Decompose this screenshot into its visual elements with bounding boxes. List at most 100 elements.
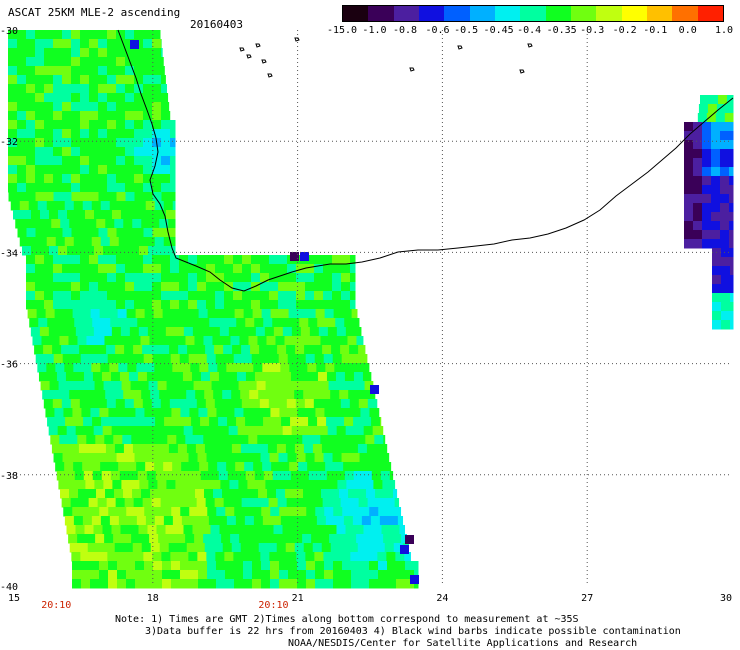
swath-cell	[312, 390, 322, 400]
swath-cell	[8, 120, 18, 130]
note-line-3: NOAA/NESDIS/Center for Satellite Applica…	[288, 638, 638, 649]
swath-cell	[720, 230, 730, 240]
swath-cell	[133, 399, 144, 409]
swath-cell	[126, 408, 136, 418]
swath-cell	[91, 462, 101, 472]
swath-cell	[205, 498, 216, 508]
swath-cell	[242, 273, 252, 283]
swath-cell	[204, 543, 215, 553]
swath-cell	[326, 417, 336, 427]
swath-cell	[711, 158, 721, 168]
swath-cell	[161, 552, 171, 562]
swath-cell	[44, 156, 54, 166]
swath-cell	[376, 498, 387, 508]
swath-cell	[146, 417, 156, 427]
swath-cell	[246, 327, 257, 337]
swath-cell	[225, 579, 235, 589]
swath-cell	[8, 129, 18, 139]
swath-cell	[366, 390, 376, 400]
swath-cell	[215, 552, 225, 562]
swath-cell	[280, 363, 290, 373]
swath-cell	[44, 174, 54, 184]
swath-cell	[131, 336, 141, 346]
swath-cell	[177, 543, 188, 553]
swath-cell	[241, 345, 251, 355]
swath-cell	[361, 462, 371, 472]
swath-cell	[170, 552, 180, 562]
swath-cell	[98, 66, 108, 76]
swath-cell	[112, 246, 122, 256]
swath-cell	[183, 525, 193, 535]
island-outline	[267, 73, 273, 78]
swath-cell	[152, 48, 162, 58]
swath-cell	[272, 417, 282, 427]
swath-cell	[99, 309, 110, 319]
swath-cell	[712, 302, 722, 312]
swath-cell	[179, 264, 189, 274]
swath-cell	[335, 471, 346, 481]
swath-cell	[152, 183, 162, 193]
swath-cell	[212, 336, 222, 346]
swath-cell	[35, 39, 45, 49]
swath-cell	[236, 471, 247, 481]
swath-cell	[299, 318, 309, 328]
swath-cell	[69, 444, 80, 454]
swath-cell	[142, 345, 152, 355]
swath-cell	[315, 408, 325, 418]
swath-cell	[44, 291, 54, 301]
swath-cell	[44, 192, 54, 202]
swath-cell	[135, 561, 145, 571]
swath-cell	[107, 264, 117, 274]
swath-cell	[216, 507, 226, 517]
swath-cell	[354, 525, 364, 535]
swath-cell	[94, 480, 104, 490]
swath-cell	[98, 111, 108, 121]
swath-cell	[156, 327, 167, 337]
swath-cell	[132, 444, 143, 454]
swath-cell	[191, 471, 202, 481]
swath-cell	[8, 111, 18, 121]
swath-cell	[71, 552, 81, 562]
swath-cell	[195, 489, 205, 499]
swath-cell	[170, 273, 180, 283]
swath-cell	[268, 345, 278, 355]
swath-cell	[175, 480, 185, 490]
swath-cell	[270, 579, 280, 589]
swath-cell	[192, 525, 202, 535]
swath-cell	[316, 462, 326, 472]
swath-cell	[269, 264, 279, 274]
swath-cell	[224, 291, 234, 301]
swath-cell	[138, 426, 149, 436]
swath-cell	[375, 489, 385, 499]
swath-cell	[375, 543, 386, 553]
swath-cell	[62, 354, 73, 364]
swath-cell	[711, 176, 721, 186]
swath-cell	[186, 489, 196, 499]
swath-cell	[216, 408, 226, 418]
swath-cell	[311, 534, 321, 544]
swath-cell	[351, 408, 361, 418]
swath-cell	[27, 309, 38, 319]
swath-cell	[117, 408, 127, 418]
swath-cell	[151, 345, 161, 355]
swath-cell	[90, 561, 100, 571]
swath-cell	[116, 39, 126, 49]
swath-cell	[306, 561, 316, 571]
colorbar-label: -0.5	[454, 25, 479, 36]
swath-cell	[334, 462, 344, 472]
swath-cell	[29, 318, 39, 328]
swath-cell	[285, 390, 295, 400]
swath-cell	[118, 516, 129, 526]
swath-cell	[98, 93, 108, 103]
swath-cell	[125, 300, 135, 310]
island-outline	[261, 59, 267, 64]
swath-cell	[363, 426, 374, 436]
swath-cell	[346, 381, 357, 391]
swath-cell	[62, 291, 72, 301]
swath-cell	[360, 408, 370, 418]
swath-cell	[78, 444, 89, 454]
swath-cell	[116, 552, 126, 562]
swath-cell	[71, 84, 81, 94]
swath-cell	[26, 75, 36, 85]
swath-cell	[86, 435, 96, 445]
